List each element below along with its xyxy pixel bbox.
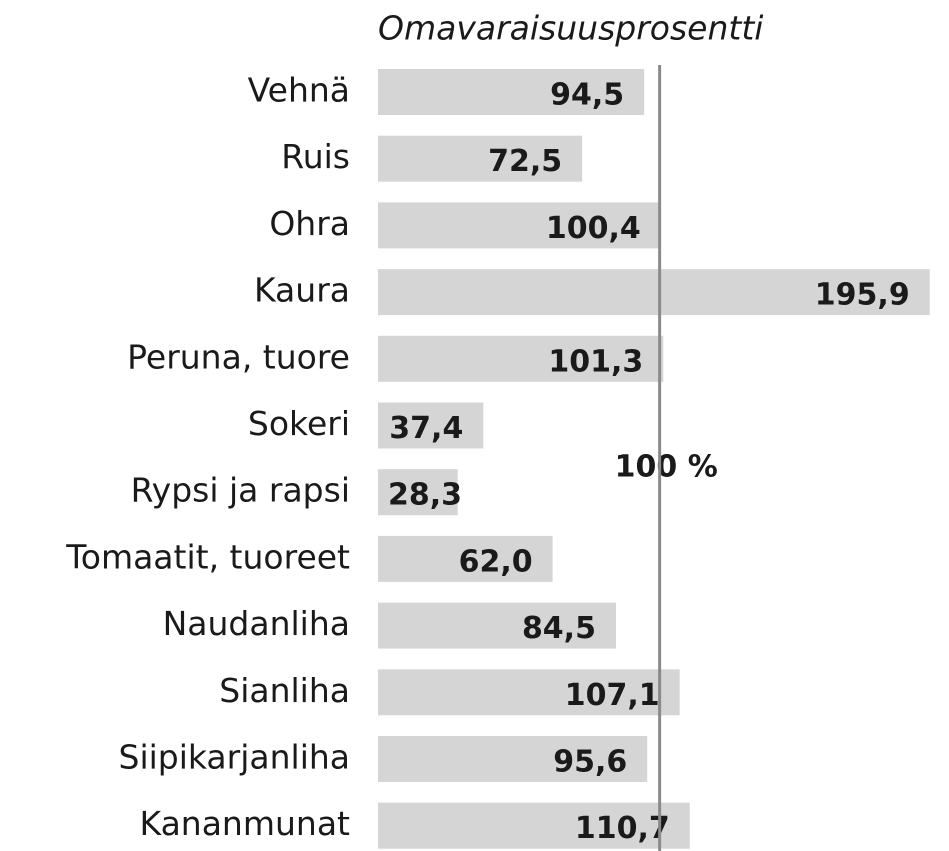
category-label: Ohra: [269, 204, 350, 243]
value-label: 62,0: [459, 544, 533, 579]
bar: [378, 202, 661, 249]
bar: [378, 402, 484, 449]
value-label: 84,5: [522, 611, 596, 646]
category-label: Naudanliha: [163, 604, 350, 643]
value-label: 95,6: [553, 745, 627, 780]
value-label: 72,5: [488, 144, 562, 179]
category-label: Peruna, tuore: [127, 337, 350, 376]
category-label: Siipikarjanliha: [119, 738, 351, 777]
category-label: Kananmunat: [140, 804, 351, 843]
category-label: Kaura: [254, 271, 350, 310]
value-label: 100,4: [546, 211, 641, 246]
category-label: Tomaatit, tuoreet: [65, 537, 350, 576]
value-label: 37,4: [389, 411, 463, 446]
bar: [378, 335, 664, 382]
reference-label: 100 %: [615, 450, 718, 485]
chart-title: Omavaraisuusprosentti: [378, 9, 763, 48]
bar: [378, 669, 680, 716]
bar: [378, 736, 648, 782]
category-label: Sokeri: [248, 404, 350, 443]
bar: [378, 269, 930, 316]
bar: [378, 69, 645, 115]
value-label: 94,5: [550, 78, 624, 113]
bar: [378, 135, 583, 182]
value-label: 28,3: [388, 478, 462, 513]
category-label: Vehnä: [248, 71, 350, 110]
value-label: 107,1: [565, 678, 660, 713]
bar: [378, 535, 553, 582]
value-label: 195,9: [815, 278, 910, 313]
value-label: 101,3: [548, 344, 643, 379]
category-label: Ruis: [281, 137, 350, 176]
category-label: Sianliha: [219, 671, 350, 710]
bar: [378, 469, 458, 516]
category-label: Rypsi ja rapsi: [131, 471, 350, 510]
value-label: 110,7: [575, 811, 670, 846]
bar: [378, 602, 616, 649]
bar: [378, 802, 690, 849]
